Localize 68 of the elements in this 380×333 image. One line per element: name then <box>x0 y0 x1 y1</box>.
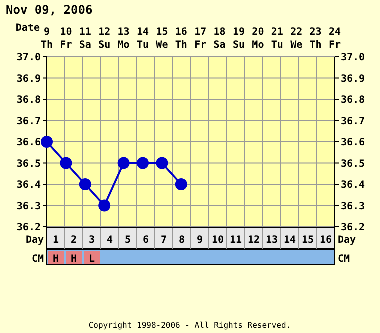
x2-tick-label: 4 <box>106 235 114 246</box>
x-tick-label: 16 Th <box>175 27 188 51</box>
text: L <box>88 254 96 265</box>
y2-tick-label: 37.0 <box>341 52 366 64</box>
x2-tick-label: 10 <box>212 235 224 246</box>
point <box>41 136 53 148</box>
point <box>98 200 111 212</box>
x-tick-label: 14 Tu <box>136 27 150 51</box>
y2-tick-label: 36.4 <box>341 180 366 192</box>
x-tick-label: 13 Mo <box>118 27 130 51</box>
y-tick-label: 36.5 <box>16 158 41 170</box>
text: H <box>70 254 78 265</box>
x2-tick-label: 7 <box>160 235 168 246</box>
x2-tick-label: 6 <box>142 235 150 246</box>
y-tick-label: 36.3 <box>16 201 41 212</box>
point <box>79 178 92 190</box>
x-tick-label: 15 We <box>156 27 168 51</box>
y2-tick-label: 36.9 <box>341 74 366 85</box>
x2-tick-label: 1 <box>52 235 60 246</box>
x2-tick-label: 11 <box>230 235 242 246</box>
y-tick-label: 36.8 <box>16 95 41 106</box>
y2-tick-label: 36.2 <box>341 222 366 234</box>
x2-tick-label: 9 <box>196 235 204 246</box>
x-tick-label: 21 Tu <box>271 27 284 51</box>
point <box>137 157 149 170</box>
chart-title: Nov 09, 2006 <box>6 3 93 17</box>
x-tick-label: 18 Sa <box>214 27 226 51</box>
y2-tick-label: 36.8 <box>341 95 366 106</box>
x-tick-label: 11 Sa <box>79 27 92 51</box>
x2-tick-label: 13 <box>266 235 278 246</box>
x-tick-label: 19 Su <box>232 27 246 51</box>
x-tick-label: 17 Fr <box>194 27 207 51</box>
x2-tick-label: 16 <box>320 235 332 246</box>
x-tick-label: 24 Fr <box>328 27 342 51</box>
x2-tick-label: 14 <box>284 235 296 246</box>
y-tick-label: 36.9 <box>16 74 41 85</box>
text: Day <box>338 235 356 246</box>
y-tick-label: 36.6 <box>16 138 41 149</box>
y-tick-label: 36.2 <box>16 222 41 234</box>
x-tick-label: 12 Su <box>98 27 111 51</box>
x-tick-label: 22 We <box>290 27 303 51</box>
x-tick-label: 9 Th <box>40 27 54 51</box>
y2-tick-label: 36.7 <box>341 116 366 128</box>
text: H <box>52 254 60 265</box>
x2-tick-label: 3 <box>88 235 96 246</box>
x2-axis-title: Day <box>26 235 44 246</box>
y-tick-label: 36.7 <box>16 116 41 128</box>
point <box>118 157 130 170</box>
y2-tick-label: 36.5 <box>341 158 366 170</box>
x2-tick-label: 2 <box>70 235 78 246</box>
point <box>60 157 72 170</box>
x-tick-label: 20 Mo <box>252 27 264 51</box>
point <box>156 157 168 170</box>
y-tick-label: 36.4 <box>16 180 41 192</box>
text: CM <box>32 254 44 265</box>
y-tick-label: 37.0 <box>16 52 41 64</box>
text: CM <box>338 254 350 265</box>
x-tick-label: 23 Th <box>310 27 322 51</box>
y2-tick-label: 36.3 <box>341 201 366 212</box>
point <box>175 178 188 190</box>
x2-tick-label: 15 <box>302 235 314 246</box>
y2-tick-label: 36.6 <box>341 138 366 149</box>
x2-tick-label: 8 <box>178 235 186 246</box>
text: Copyright 1998-2006 - All Rights Reserved. <box>88 321 292 330</box>
x2-tick-label: 5 <box>124 235 132 246</box>
x-tick-label: 10 Fr <box>60 27 72 51</box>
x2-tick-label: 12 <box>248 235 260 246</box>
x-axis-title: Date <box>16 23 40 34</box>
